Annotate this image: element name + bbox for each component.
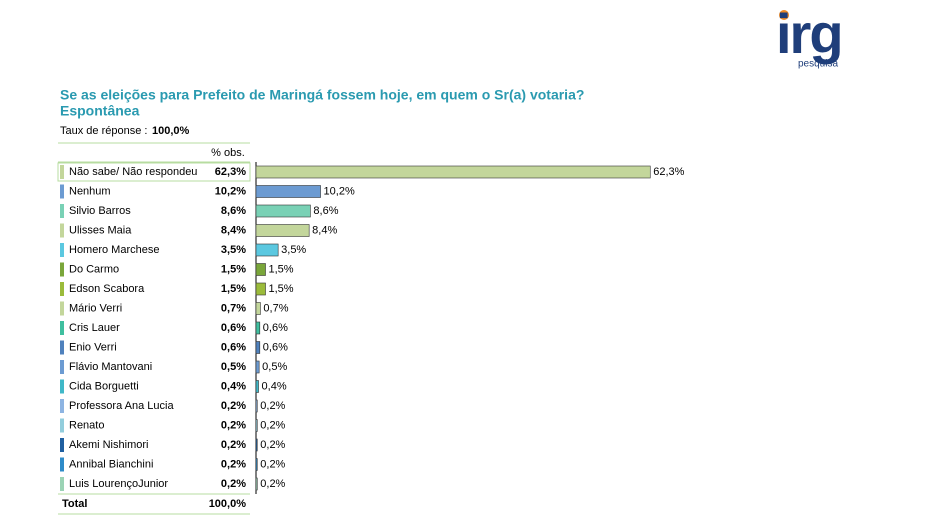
category-label: Luis LourençoJunior — [69, 478, 168, 490]
category-label: Cris Lauer — [69, 322, 120, 334]
legend-swatch — [60, 360, 64, 374]
bar — [255, 204, 311, 218]
legend-swatch — [60, 321, 64, 335]
bar-label: 0,2% — [260, 419, 285, 431]
category-label: Cida Borguetti — [69, 380, 139, 392]
value-cell: 0,4% — [221, 380, 246, 392]
bar-label: 0,6% — [263, 322, 288, 334]
total-value: 100,0% — [209, 498, 247, 510]
logo-subtitle: pesquisa — [798, 59, 838, 70]
category-label: Silvio Barros — [69, 205, 131, 217]
value-cell: 3,5% — [221, 244, 246, 256]
value-cell: 0,6% — [221, 341, 246, 353]
bar — [255, 321, 261, 335]
value-cell: 0,2% — [221, 458, 246, 470]
legend-swatch — [60, 340, 64, 355]
value-cell: 0,5% — [221, 361, 246, 373]
bar-label: 62,3% — [653, 166, 684, 178]
category-label: Enio Verri — [69, 341, 117, 353]
bar — [255, 380, 259, 393]
category-label: Ulisses Maia — [69, 224, 132, 236]
response-rate-label: Taux de réponse : — [60, 125, 147, 137]
category-label: Annibal Bianchini — [69, 458, 153, 470]
legend-swatch — [60, 418, 64, 433]
bar — [255, 224, 310, 237]
column-header: % obs. — [211, 147, 245, 159]
category-label: Akemi Nishimori — [69, 439, 148, 451]
value-cell: 0,2% — [221, 419, 246, 431]
legend-swatch — [60, 301, 64, 316]
bar-label: 8,4% — [312, 224, 337, 236]
bar — [255, 341, 261, 354]
bar-label: 0,4% — [262, 380, 287, 392]
value-cell: 8,6% — [221, 205, 246, 217]
legend-swatch — [60, 399, 64, 413]
chart-title: Se as eleições para Prefeito de Maringá … — [60, 87, 584, 103]
bar-label: 3,5% — [281, 244, 306, 256]
response-rate-value: 100,0% — [152, 125, 190, 137]
bar — [255, 165, 651, 179]
bar — [255, 302, 261, 315]
category-label: Flávio Mantovani — [69, 361, 152, 373]
legend-swatch — [60, 477, 64, 491]
legend-swatch — [60, 223, 64, 238]
bar-label: 1,5% — [268, 283, 293, 295]
bar-label: 0,5% — [262, 361, 287, 373]
category-label: Homero Marchese — [69, 244, 159, 256]
value-cell: 8,4% — [221, 224, 246, 236]
logo-dot — [779, 10, 789, 20]
legend-swatch — [60, 243, 64, 257]
bar-label: 10,2% — [324, 185, 355, 197]
row-highlight — [57, 162, 251, 182]
bar-label: 0,7% — [263, 302, 288, 314]
bar-label: 8,6% — [313, 205, 338, 217]
bar — [255, 477, 258, 491]
bar — [255, 243, 279, 257]
bar — [255, 282, 266, 296]
value-cell: 0,6% — [221, 322, 246, 334]
logo: irg — [776, 2, 842, 65]
value-cell: 0,2% — [221, 439, 246, 451]
bar-label: 0,6% — [263, 341, 288, 353]
legend-swatch — [60, 184, 64, 199]
legend-swatch — [60, 165, 64, 179]
legend-swatch — [60, 204, 64, 218]
bar — [255, 438, 258, 452]
category-label: Professora Ana Lucia — [69, 400, 174, 412]
legend-swatch — [60, 282, 64, 296]
bar — [255, 419, 258, 432]
bar — [255, 263, 266, 276]
bar — [255, 185, 321, 198]
bar-label: 0,2% — [260, 439, 285, 451]
legend-swatch — [60, 262, 64, 277]
value-cell: 10,2% — [215, 185, 246, 197]
value-cell: 0,7% — [221, 302, 246, 314]
category-label: Renato — [69, 419, 104, 431]
bar — [255, 458, 258, 471]
value-cell: 62,3% — [215, 166, 246, 178]
total-label: Total — [62, 498, 87, 510]
legend-swatch — [60, 379, 64, 394]
category-label: Edson Scabora — [69, 283, 145, 295]
bar — [255, 399, 258, 413]
bar — [255, 360, 260, 374]
bar-label: 0,2% — [260, 458, 285, 470]
bar-label: 0,2% — [260, 400, 285, 412]
category-label: Mário Verri — [69, 302, 122, 314]
category-label: Não sabe/ Não respondeu — [69, 166, 197, 178]
value-cell: 1,5% — [221, 263, 246, 275]
category-label: Do Carmo — [69, 263, 119, 275]
bar-label: 1,5% — [268, 263, 293, 275]
value-cell: 0,2% — [221, 400, 246, 412]
bar-label: 0,2% — [260, 478, 285, 490]
category-label: Nenhum — [69, 185, 111, 197]
legend-swatch — [60, 438, 64, 452]
value-cell: 1,5% — [221, 283, 246, 295]
chart-subtitle: Espontânea — [60, 103, 140, 119]
legend-swatch — [60, 457, 64, 472]
value-cell: 0,2% — [221, 478, 246, 490]
